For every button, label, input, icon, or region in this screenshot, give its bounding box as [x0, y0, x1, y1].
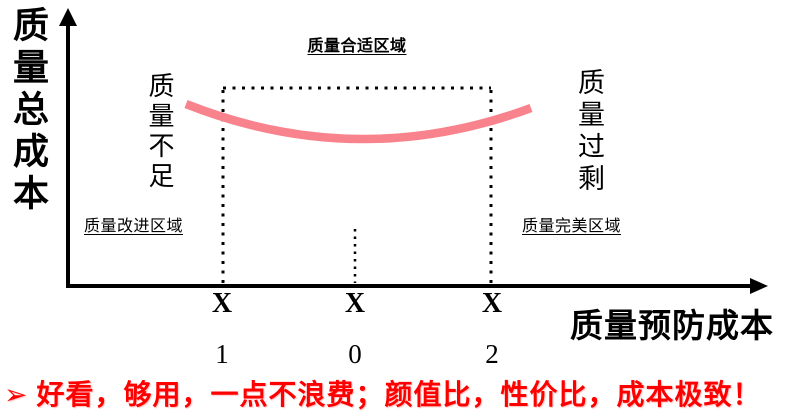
tick-x2-subscript: 2 [485, 339, 499, 369]
region-label-improvement: 质量改进区域 [84, 218, 184, 235]
x-axis-title: 质量预防成本 [570, 307, 774, 344]
tick-x1-symbol: X [211, 288, 233, 319]
x-axis-line [66, 284, 752, 288]
tick-x1-subscript: 1 [215, 339, 229, 369]
region-label-suitable: 质量合适区域 [307, 38, 407, 55]
y-axis-line [66, 22, 70, 285]
y-axis-arrow-icon [59, 8, 77, 26]
tick-x0-symbol: X [344, 288, 366, 319]
region-label-excess: 质量过剩 [574, 68, 604, 196]
tick-x0-subscript: 0 [348, 339, 362, 369]
region-label-perfect: 质量完美区域 [522, 218, 622, 235]
total-quality-cost-curve [184, 100, 533, 144]
x-axis-arrow-icon [750, 278, 768, 294]
footer-slogan-text: 好看，够用，一点不浪费；颜值比，性价比，成本极致！ [36, 379, 762, 410]
tick-x2-symbol: X [481, 288, 503, 319]
footer-slogan: ➢ 好看，够用，一点不浪费；颜值比，性价比，成本极致！ [4, 373, 761, 413]
y-axis-title: 质量总成本 [8, 6, 49, 216]
region-label-insufficient: 质量不足 [145, 72, 174, 192]
arrow-bullet-icon: ➢ [4, 379, 29, 410]
